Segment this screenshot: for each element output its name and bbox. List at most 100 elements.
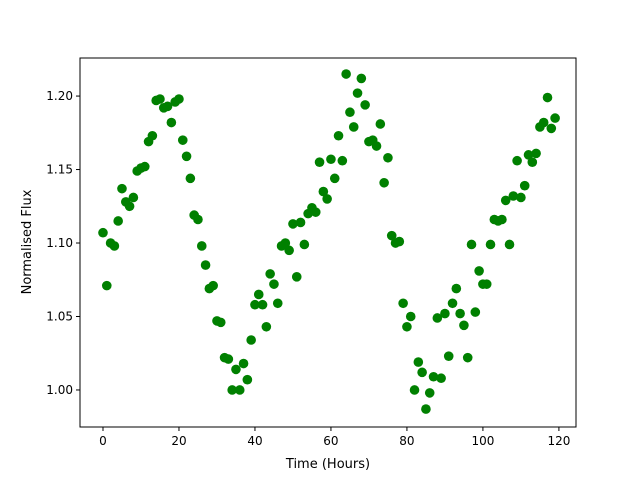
y-tick-label: 1.05 xyxy=(46,309,73,323)
data-point xyxy=(181,151,192,162)
data-point xyxy=(462,352,473,363)
data-point xyxy=(360,100,370,110)
data-point xyxy=(291,272,302,282)
data-point xyxy=(139,161,150,172)
data-point xyxy=(284,245,294,256)
data-point xyxy=(265,269,275,279)
data-point xyxy=(295,217,306,228)
data-point xyxy=(432,313,443,323)
data-point xyxy=(185,173,196,184)
data-point xyxy=(402,321,412,332)
data-point xyxy=(250,299,260,310)
y-tick-label: 1.00 xyxy=(46,383,73,397)
data-point xyxy=(371,141,382,151)
data-point xyxy=(421,404,431,414)
data-point xyxy=(451,283,462,294)
data-point xyxy=(428,371,439,382)
x-axis-ticks: 0 20 40 60 80 100 120 xyxy=(99,427,570,448)
y-tick-label: 1.15 xyxy=(46,163,73,177)
data-point xyxy=(481,279,492,289)
data-point xyxy=(98,227,108,238)
data-point xyxy=(352,88,363,98)
data-point xyxy=(318,186,329,197)
data-point xyxy=(261,321,272,332)
data-point xyxy=(280,238,291,248)
data-point xyxy=(546,123,557,134)
data-point xyxy=(379,177,389,188)
x-tick-label: 80 xyxy=(399,434,414,448)
data-point xyxy=(147,130,158,141)
data-point xyxy=(500,195,511,206)
data-point xyxy=(193,214,203,225)
data-point xyxy=(257,299,268,310)
data-point xyxy=(443,351,454,361)
data-point xyxy=(288,219,298,229)
data-point xyxy=(253,289,264,300)
data-point xyxy=(329,173,340,184)
data-point xyxy=(424,388,435,398)
data-point xyxy=(523,150,534,160)
data-point xyxy=(337,155,348,166)
data-point xyxy=(166,117,177,128)
data-points xyxy=(98,69,560,414)
data-point xyxy=(196,241,207,251)
data-point xyxy=(413,357,424,367)
y-axis-label: Normalised Flux xyxy=(20,189,35,294)
data-point xyxy=(531,148,541,159)
plot-frame xyxy=(79,57,577,428)
data-point xyxy=(124,201,135,212)
data-point xyxy=(299,239,310,250)
data-point xyxy=(174,94,184,104)
x-tick-label: 0 xyxy=(99,434,107,448)
data-point xyxy=(238,358,249,369)
data-point xyxy=(512,155,522,166)
data-point xyxy=(326,154,336,165)
x-tick-label: 120 xyxy=(547,434,570,448)
data-point xyxy=(117,183,127,194)
data-point xyxy=(417,367,427,378)
data-point xyxy=(550,113,560,123)
x-tick-label: 40 xyxy=(247,434,262,448)
data-point xyxy=(310,207,321,217)
data-point xyxy=(440,308,450,319)
data-point xyxy=(383,152,393,163)
data-point xyxy=(341,69,351,79)
data-point xyxy=(155,94,165,104)
y-axis-ticks: 1.00 1.05 1.10 1.15 1.20 xyxy=(46,89,80,397)
data-point xyxy=(394,236,405,247)
data-point xyxy=(177,135,188,145)
data-point xyxy=(508,191,519,201)
data-point xyxy=(459,320,469,331)
data-point xyxy=(101,280,112,291)
data-point xyxy=(345,107,355,118)
data-point xyxy=(208,280,218,291)
data-point xyxy=(474,266,484,276)
data-point xyxy=(485,239,496,250)
data-point xyxy=(113,216,123,226)
data-point xyxy=(242,374,253,385)
data-point xyxy=(455,308,465,319)
data-point xyxy=(200,260,211,270)
data-point xyxy=(519,180,530,191)
data-point xyxy=(322,194,332,204)
data-point xyxy=(269,279,279,289)
data-point xyxy=(223,354,234,364)
data-point xyxy=(504,239,515,250)
data-point xyxy=(215,317,226,328)
data-point xyxy=(538,117,549,128)
data-point xyxy=(162,101,173,112)
data-point xyxy=(348,122,359,132)
data-point xyxy=(516,192,526,203)
data-point xyxy=(314,157,325,167)
x-tick-label: 20 xyxy=(171,434,186,448)
data-point xyxy=(109,241,120,251)
data-point xyxy=(527,157,538,167)
data-point xyxy=(386,230,397,241)
data-point xyxy=(333,130,344,141)
x-tick-label: 60 xyxy=(323,434,338,448)
data-point xyxy=(447,298,458,309)
x-axis-label: Time (Hours) xyxy=(285,457,370,472)
data-point xyxy=(398,298,408,309)
data-point xyxy=(542,92,553,103)
